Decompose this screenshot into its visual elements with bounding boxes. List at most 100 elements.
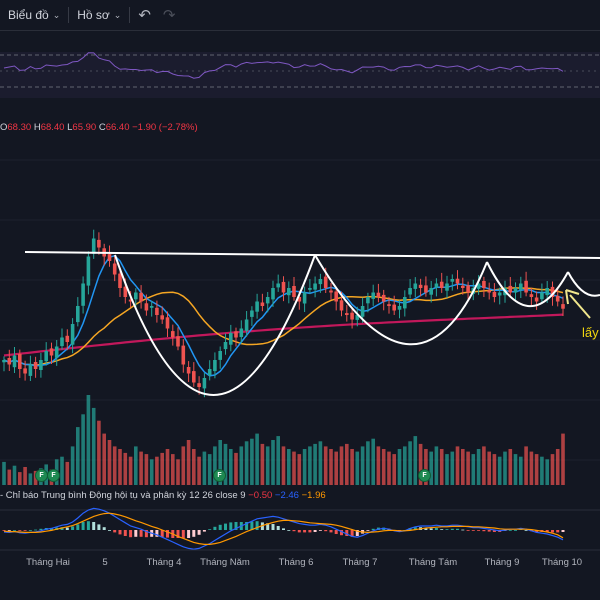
volume-bar <box>350 449 354 485</box>
volume-bar <box>229 449 233 485</box>
volume-bar <box>466 451 470 485</box>
volume-bar <box>313 443 317 485</box>
volume-bar <box>239 446 244 485</box>
candle-body <box>2 360 6 363</box>
candle-body <box>18 353 22 369</box>
cup-drawing <box>114 254 316 396</box>
macd-histogram-bar <box>102 527 106 530</box>
macd-histogram-bar <box>192 530 196 537</box>
volume-bar <box>371 438 375 485</box>
candle-body <box>297 297 302 302</box>
candle-body <box>118 273 122 288</box>
candle-body <box>487 290 491 293</box>
macd-histogram-bar <box>350 530 354 537</box>
candle-body <box>176 336 180 347</box>
volume-bar <box>403 446 407 485</box>
macd-histogram-bar <box>76 524 80 530</box>
macd-histogram-bar <box>197 530 201 535</box>
volume-bar <box>207 454 212 485</box>
volume-bar <box>524 446 528 485</box>
rsi-pane <box>0 52 600 98</box>
candle-body <box>555 295 560 302</box>
macd-histogram-bar <box>371 528 375 530</box>
volume-bar <box>276 436 280 485</box>
macd-histogram-bar <box>524 530 528 531</box>
redo-icon[interactable]: ↷ <box>162 7 176 24</box>
candle-body <box>429 288 433 295</box>
x-tick-label: 5 <box>102 557 108 568</box>
candle-body <box>160 315 164 320</box>
macd-histogram-bar <box>492 530 496 532</box>
volume-bar <box>339 446 344 485</box>
volume-bar <box>345 443 349 485</box>
volume-bar <box>213 446 217 485</box>
candle-body <box>450 279 455 282</box>
chart-menu-label: Biểu đồ <box>8 8 49 22</box>
macd-histogram-bar <box>123 530 127 536</box>
candle-body <box>334 291 338 302</box>
volume-bar <box>197 456 201 485</box>
macd-histogram-bar <box>303 530 307 533</box>
candle-body <box>97 239 101 248</box>
volume-bar <box>155 456 159 485</box>
volume-bar <box>439 449 444 485</box>
macd-histogram-bar <box>18 530 22 531</box>
candle-body <box>218 351 222 360</box>
macd-histogram-bar <box>118 530 122 535</box>
macd-histogram-bar <box>282 528 285 530</box>
dividend-marker[interactable]: F <box>418 469 431 482</box>
macd-histogram-bar <box>334 530 338 534</box>
volume-bar <box>192 449 196 485</box>
volume-bar <box>376 446 381 485</box>
candle-body <box>223 342 228 350</box>
macd-histogram-bar <box>487 530 491 532</box>
macd-histogram-bar <box>181 530 185 539</box>
macd-histogram-bar <box>39 528 43 530</box>
candle-body <box>313 283 317 290</box>
macd-histogram-bar <box>187 530 191 538</box>
macd-histogram-bar <box>514 530 517 531</box>
x-tick-label: Tháng Tám <box>408 557 458 568</box>
chart-menu[interactable]: Biểu đồ ⌄ <box>0 0 68 30</box>
macd-histogram-bar <box>28 530 32 531</box>
candle-body <box>302 292 307 304</box>
volume-bar <box>202 451 207 485</box>
macd-params: 12 26 close 9 <box>189 490 246 501</box>
macd-histogram-bar <box>129 530 133 538</box>
candle-body <box>476 283 481 289</box>
macd-histogram-bar <box>271 524 275 530</box>
open-value: 68.30 <box>7 122 32 133</box>
volume-bar <box>18 472 22 485</box>
candle-body <box>350 312 354 320</box>
handle-drawing <box>486 261 569 308</box>
candle-body <box>181 345 186 365</box>
dividend-marker[interactable]: F <box>47 469 60 482</box>
dividend-marker[interactable]: F <box>213 469 226 482</box>
candle-body <box>213 360 217 372</box>
candle-body <box>355 315 360 320</box>
volume-bar <box>2 461 6 485</box>
macd-histogram-bar <box>208 529 212 530</box>
macd-histogram-bar <box>2 530 6 531</box>
rsi-line <box>3 52 564 79</box>
candle-body <box>91 238 96 254</box>
undo-icon[interactable]: ↶ <box>138 7 151 24</box>
volume-bar <box>287 449 291 485</box>
profile-menu[interactable]: Hồ sơ ⌄ <box>69 0 129 30</box>
candle-body <box>292 286 296 297</box>
macd-histogram-bar <box>144 530 148 538</box>
candle-body <box>255 301 259 312</box>
candle-body <box>403 297 407 309</box>
candle-body <box>60 337 64 347</box>
volume-bar <box>70 446 75 485</box>
volume-bar <box>271 440 275 485</box>
volume-bar <box>323 446 328 485</box>
profile-menu-label: Hồ sơ <box>77 8 110 22</box>
candle-body <box>318 279 323 285</box>
volume-bar <box>102 433 106 485</box>
macd-signal-value: −1.96 <box>301 490 326 501</box>
macd-histogram-bar <box>313 530 317 532</box>
macd-histogram-bar <box>329 530 333 533</box>
candle-body <box>392 304 396 311</box>
